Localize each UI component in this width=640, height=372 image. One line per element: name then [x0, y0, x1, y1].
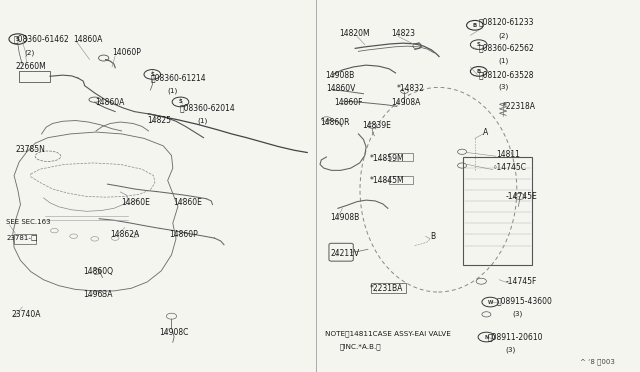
- Text: 14908C: 14908C: [159, 328, 188, 337]
- Text: (1): (1): [498, 57, 508, 64]
- Text: 14963A: 14963A: [83, 290, 113, 299]
- Text: (1): (1): [197, 117, 207, 124]
- Text: *14832: *14832: [397, 84, 425, 93]
- Text: *2231BA: *2231BA: [370, 284, 403, 293]
- Text: ◦14745C: ◦14745C: [493, 163, 527, 172]
- Text: (3): (3): [512, 311, 522, 317]
- Text: Ⓝ08360-62562: Ⓝ08360-62562: [479, 43, 534, 52]
- Text: 14860R: 14860R: [320, 118, 349, 126]
- Text: 14860E: 14860E: [173, 198, 202, 207]
- Text: 14908A: 14908A: [392, 98, 421, 107]
- Text: S: S: [16, 36, 20, 42]
- Text: NOTE：14811CASE ASSY-EAI VALVE: NOTE：14811CASE ASSY-EAI VALVE: [325, 330, 451, 337]
- Text: Ⓝ08360-61214: Ⓝ08360-61214: [150, 74, 206, 83]
- Text: (1): (1): [168, 88, 178, 94]
- Text: 14823: 14823: [392, 29, 416, 38]
- Text: 14860A: 14860A: [95, 98, 124, 107]
- Text: S: S: [150, 72, 154, 77]
- Text: -14745E: -14745E: [506, 192, 538, 201]
- Text: (2): (2): [498, 32, 508, 39]
- Text: 24211V: 24211V: [330, 249, 360, 258]
- Text: *22318A: *22318A: [503, 102, 536, 111]
- Text: B: B: [430, 232, 435, 241]
- Text: 14820M: 14820M: [339, 29, 370, 38]
- Text: *14859M: *14859M: [370, 154, 404, 163]
- Text: *14845M: *14845M: [370, 176, 404, 185]
- Text: B: B: [473, 23, 477, 28]
- Text: Ⓝ08360-61462: Ⓝ08360-61462: [14, 35, 70, 44]
- Text: 14811: 14811: [496, 150, 520, 159]
- Text: 22660M: 22660M: [15, 62, 46, 71]
- Text: A: A: [483, 128, 488, 137]
- Text: （INC.*A.B.）: （INC.*A.B.）: [339, 343, 381, 350]
- Text: (2): (2): [24, 49, 35, 56]
- Text: 14060P: 14060P: [112, 48, 141, 57]
- Text: 14860E: 14860E: [122, 198, 150, 207]
- Text: 14860V: 14860V: [326, 84, 356, 93]
- Text: 23781-□: 23781-□: [6, 234, 38, 240]
- Text: SEE SEC.163: SEE SEC.163: [6, 219, 51, 225]
- Text: ^ ‘8 ：003: ^ ‘8 ：003: [580, 358, 614, 365]
- Text: 14860Q: 14860Q: [83, 267, 113, 276]
- Text: 14908B: 14908B: [330, 213, 360, 222]
- Text: N: N: [484, 334, 488, 340]
- Text: (3): (3): [498, 84, 508, 90]
- Text: Ⓝ08360-62014: Ⓝ08360-62014: [179, 103, 235, 112]
- Text: B: B: [477, 69, 481, 74]
- Text: -14745F: -14745F: [506, 277, 537, 286]
- Text: Ⓢ08911-20610: Ⓢ08911-20610: [488, 333, 543, 341]
- Text: 14862A: 14862A: [110, 230, 140, 239]
- Text: 14825: 14825: [147, 116, 172, 125]
- Text: 23785N: 23785N: [16, 145, 46, 154]
- Text: ⒲08120-63528: ⒲08120-63528: [479, 70, 534, 79]
- Text: W: W: [488, 299, 493, 305]
- Text: 14908B: 14908B: [325, 71, 355, 80]
- Text: 14860F: 14860F: [334, 98, 363, 107]
- Text: 14860A: 14860A: [74, 35, 103, 44]
- Text: 14839E: 14839E: [362, 121, 391, 130]
- Text: ⒲08120-61233: ⒲08120-61233: [479, 18, 534, 27]
- Text: (3): (3): [506, 346, 516, 353]
- Text: S: S: [179, 99, 182, 105]
- Text: 23740A: 23740A: [12, 310, 41, 319]
- Text: Ⓣ08915-43600: Ⓣ08915-43600: [497, 297, 552, 306]
- Text: 14860P: 14860P: [170, 230, 198, 239]
- Text: S: S: [477, 42, 481, 47]
